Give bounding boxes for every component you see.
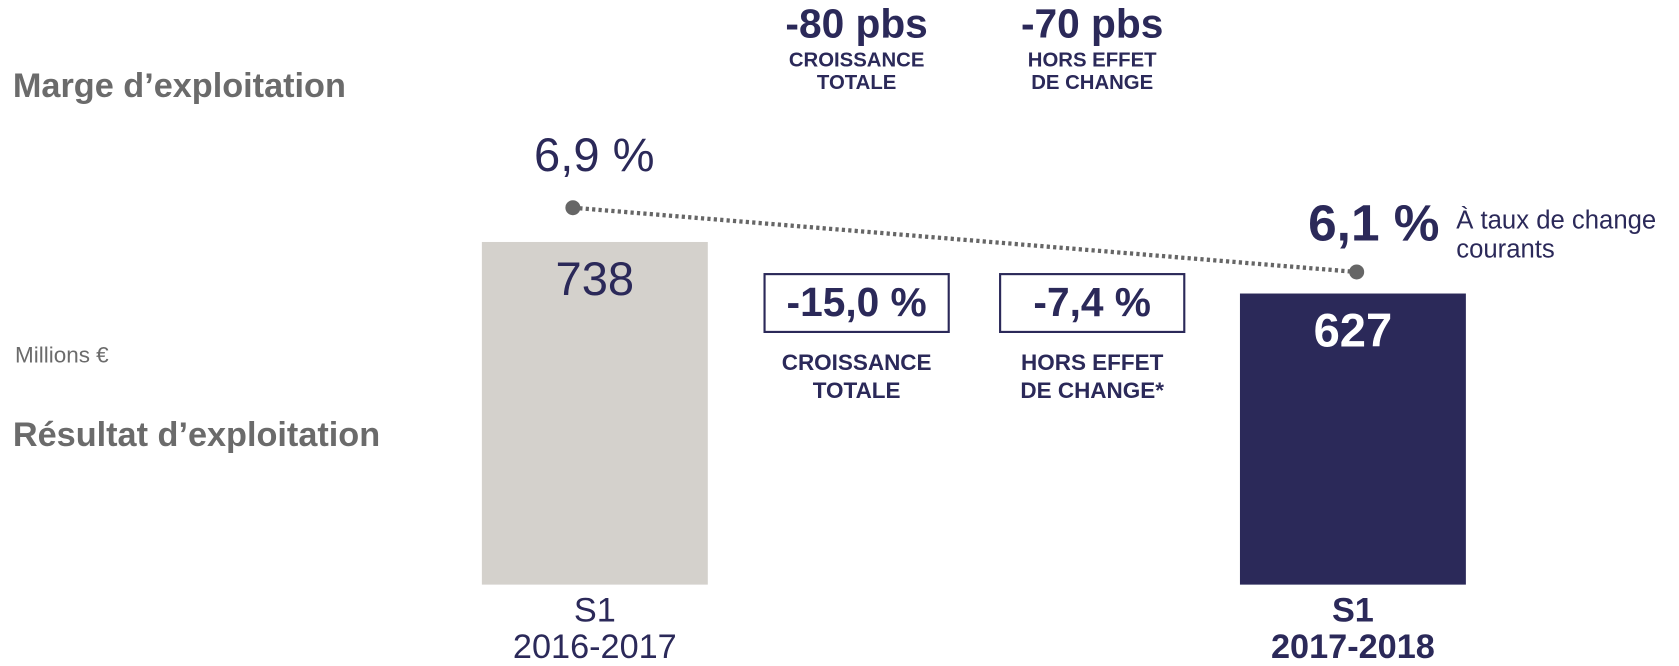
margin-change: -70 pbs [1021,1,1163,47]
result-change: -15,0 % [787,279,927,325]
margin-label: 6,1 % [1308,194,1439,252]
margin-change: -80 pbs [785,1,927,47]
category-label: S1 [574,592,616,630]
change-box [763,273,950,333]
margin-line [572,205,1357,275]
margin-change-label: CROISSANCE [789,49,925,71]
margin-note: À taux de change [1456,205,1656,234]
category-label: 2017-2018 [1271,628,1435,666]
result-change-label: HORS EFFET [1021,350,1164,375]
category-label: 2016-2017 [513,628,677,666]
bar [481,241,708,585]
margin-point [565,200,581,216]
margin-change-label: DE CHANGE [1031,72,1153,94]
margin-note: courants [1456,235,1555,263]
bar [1239,293,1466,585]
margin-change-label: HORS EFFET [1028,49,1157,71]
result-change-label: CROISSANCE [782,350,932,375]
result-change: -7,4 % [1033,279,1151,325]
result-title: Résultat d’exploitation [13,416,380,454]
value-label: 627 [1314,304,1393,357]
margin-point [1349,264,1365,280]
result-change-label: TOTALE [813,378,901,403]
unit-label: Millions € [15,342,109,367]
margin-title: Marge d’exploitation [13,67,346,105]
change-box [999,273,1186,333]
result-change-label: DE CHANGE* [1020,378,1164,403]
value-label: 738 [556,252,635,305]
category-label: S1 [1332,592,1374,630]
margin-change-label: TOTALE [817,72,896,94]
margin-label: 6,9 % [534,128,654,181]
